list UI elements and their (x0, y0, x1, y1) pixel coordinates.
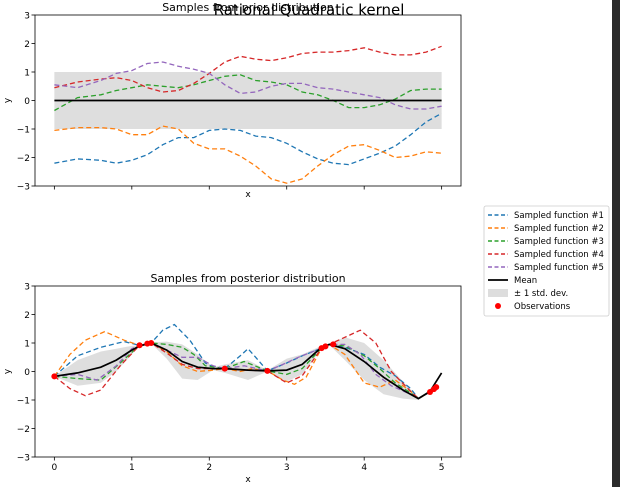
prior-panel: −3 −2 −1 0 1 2 3 x y Samples from prior distribut… (3, 1, 462, 200)
prior-sample-line-1 (54, 112, 442, 166)
posterior-title: Samples from posterior distribution (150, 272, 345, 285)
prior-sample-line-3 (54, 74, 442, 112)
prior-y-tick-label: 3 (24, 12, 30, 22)
posterior-y-tick-label: 0 (24, 368, 30, 378)
legend-box (483, 205, 610, 317)
window-scrollbar[interactable] (612, 0, 620, 487)
prior-y-tick-label: 2 (24, 40, 30, 50)
prior-y-axis-label: y (3, 97, 13, 103)
legend-label-sampled-function-2: Sampled function #2 (514, 224, 604, 234)
posterior-x-tick-label: 3 (284, 463, 290, 473)
posterior-observation-point (264, 367, 271, 374)
posterior-observation-point (330, 341, 337, 348)
legend-swatch-observations (495, 303, 501, 309)
posterior-y-tick-label: −2 (17, 425, 30, 435)
prior-y-tick-label: 1 (24, 69, 30, 79)
posterior-mean-line (54, 342, 443, 400)
posterior-sample-line-1 (53, 323, 437, 400)
prior-sample-line-2 (54, 125, 442, 184)
prior-y-tick-label: −2 (17, 154, 30, 164)
posterior-std-band (54, 337, 442, 400)
legend-label-1-std-dev: ± 1 std. dev. (514, 289, 568, 299)
posterior-x-tick-label: 1 (129, 463, 135, 473)
legend-label-observations: Observations (514, 302, 571, 312)
posterior-observation-point (322, 343, 329, 350)
posterior-sample-line-5 (54, 342, 437, 400)
legend: Sampled function #1 Sampled function #2 Sa… (483, 205, 610, 317)
prior-y-tick-label: 0 (24, 97, 30, 107)
posterior-observation-point (221, 365, 228, 372)
prior-sample-line-5 (54, 61, 442, 110)
posterior-y-tick-label: 2 (24, 311, 30, 321)
posterior-observation-point (51, 373, 58, 380)
posterior-x-tick-label: 4 (361, 463, 367, 473)
posterior-x-tick-label: 5 (439, 463, 445, 473)
prior-x-axis-label: x (245, 190, 251, 200)
prior-y-tick-label: −3 (17, 183, 30, 193)
posterior-x-tick-label: 0 (51, 463, 57, 473)
legend-label-sampled-function-3: Sampled function #3 (514, 237, 604, 247)
legend-label-mean: Mean (514, 276, 537, 286)
prior-y-tick-label: −1 (17, 126, 30, 136)
legend-label-sampled-function-5: Sampled function #5 (514, 263, 604, 273)
prior-sample-line-4 (54, 45, 442, 93)
legend-label-sampled-function-4: Sampled function #4 (514, 250, 604, 260)
posterior-y-axis-label: y (3, 368, 13, 374)
posterior-x-tick-label: 2 (206, 463, 212, 473)
posterior-panel: −3 −2 −1 0 1 2 3 0 1 2 3 4 5 x y Samples from posterior… (3, 272, 462, 485)
posterior-x-axis-label: x (245, 475, 251, 485)
posterior-observation-point (136, 342, 143, 349)
legend-label-sampled-function-1: Sampled function #1 (514, 211, 604, 221)
prior-title: Samples from prior distribution (162, 1, 334, 14)
posterior-observation-point (433, 384, 440, 391)
posterior-y-tick-label: 3 (24, 283, 30, 293)
figure-suptitle: Rational Quadratic kernel (214, 1, 405, 19)
legend-swatch-1-std-dev (488, 289, 508, 297)
posterior-y-tick-label: 1 (24, 340, 30, 350)
posterior-y-tick-label: −1 (17, 397, 30, 407)
posterior-y-tick-label: −3 (17, 454, 30, 464)
posterior-observation-point (148, 340, 155, 346)
